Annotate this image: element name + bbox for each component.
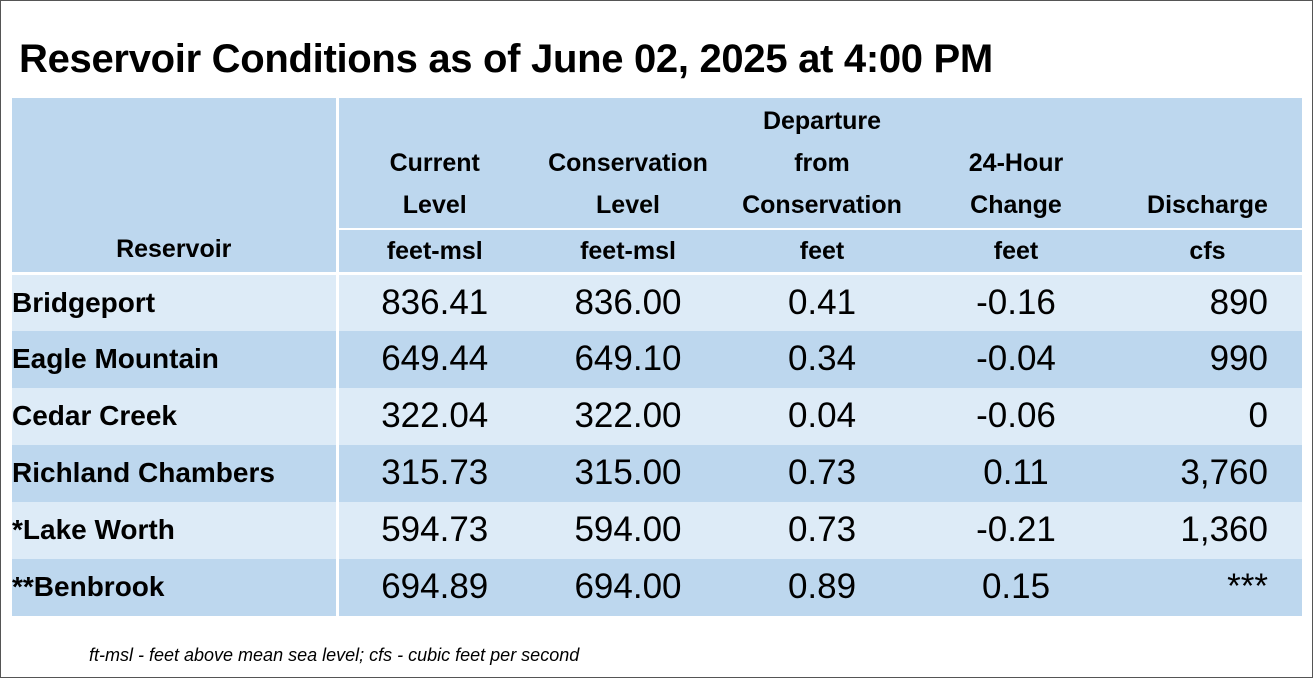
current-level-value: 322.04	[337, 387, 531, 445]
reservoir-name: *Lake Worth	[12, 501, 339, 559]
departure-value: 0.73	[725, 501, 919, 559]
conservation-level-value: 649.10	[531, 330, 725, 388]
departure-value: 0.04	[725, 387, 919, 445]
header-current-level: Current Level	[337, 98, 531, 229]
change-value: 0.11	[919, 444, 1113, 502]
departure-value: 0.41	[725, 272, 919, 331]
header-reservoir: Reservoir	[12, 98, 339, 274]
change-value: -0.16	[919, 272, 1113, 331]
reservoir-name: **Benbrook	[12, 558, 339, 616]
conservation-level-value: 694.00	[531, 558, 725, 616]
table-row: **Benbrook 694.89 694.00 0.89 0.15 ***	[12, 558, 1302, 616]
departure-value: 0.89	[725, 558, 919, 616]
reservoir-name: Cedar Creek	[12, 387, 339, 445]
change-value: -0.06	[919, 387, 1113, 445]
conservation-level-value: 322.00	[531, 387, 725, 445]
change-value: 0.15	[919, 558, 1113, 616]
unit-discharge: cfs	[1113, 228, 1302, 274]
reservoir-table: Reservoir Current Level Conservation Lev…	[12, 98, 1302, 616]
footnote: ft-msl - feet above mean sea level; cfs …	[89, 645, 580, 665]
page-title: Reservoir Conditions as of June 02, 2025…	[19, 37, 993, 81]
current-level-value: 594.73	[337, 501, 531, 559]
current-level-value: 694.89	[337, 558, 531, 616]
table-row: Eagle Mountain 649.44 649.10 0.34 -0.04 …	[12, 330, 1302, 388]
table-row: Bridgeport 836.41 836.00 0.41 -0.16 890	[12, 272, 1302, 331]
change-value: -0.04	[919, 330, 1113, 388]
unit-departure: feet	[725, 228, 919, 274]
reservoir-name: Richland Chambers	[12, 444, 339, 502]
discharge-value: 3,760	[1113, 444, 1302, 502]
table-row: *Lake Worth 594.73 594.00 0.73 -0.21 1,3…	[12, 501, 1302, 559]
current-level-value: 315.73	[337, 444, 531, 502]
header-departure: Departure from Conservation	[725, 98, 919, 229]
departure-value: 0.34	[725, 330, 919, 388]
discharge-value: ***	[1113, 558, 1302, 616]
conservation-level-value: 315.00	[531, 444, 725, 502]
table-row: Cedar Creek 322.04 322.00 0.04 -0.06 0	[12, 387, 1302, 445]
reservoir-name: Eagle Mountain	[12, 330, 339, 388]
header-row: Reservoir Current Level Conservation Lev…	[12, 98, 1302, 274]
unit-row: feet-msl feet-msl feet feet cfs	[12, 228, 1302, 274]
header-discharge: Discharge	[1113, 98, 1302, 229]
discharge-value: 990	[1113, 330, 1302, 388]
change-value: -0.21	[919, 501, 1113, 559]
departure-value: 0.73	[725, 444, 919, 502]
unit-conservation-level: feet-msl	[531, 228, 725, 274]
discharge-value: 890	[1113, 272, 1302, 331]
unit-24-hour-change: feet	[919, 228, 1113, 274]
header-conservation-level: Conservation Level	[531, 98, 725, 229]
current-level-value: 836.41	[337, 272, 531, 331]
reservoir-name: Bridgeport	[12, 272, 339, 331]
table-row: Richland Chambers 315.73 315.00 0.73 0.1…	[12, 444, 1302, 502]
current-level-value: 649.44	[337, 330, 531, 388]
conservation-level-value: 594.00	[531, 501, 725, 559]
discharge-value: 1,360	[1113, 501, 1302, 559]
header-24-hour-change: 24-Hour Change	[919, 98, 1113, 229]
conservation-level-value: 836.00	[531, 272, 725, 331]
discharge-value: 0	[1113, 387, 1302, 445]
unit-current-level: feet-msl	[337, 228, 531, 274]
